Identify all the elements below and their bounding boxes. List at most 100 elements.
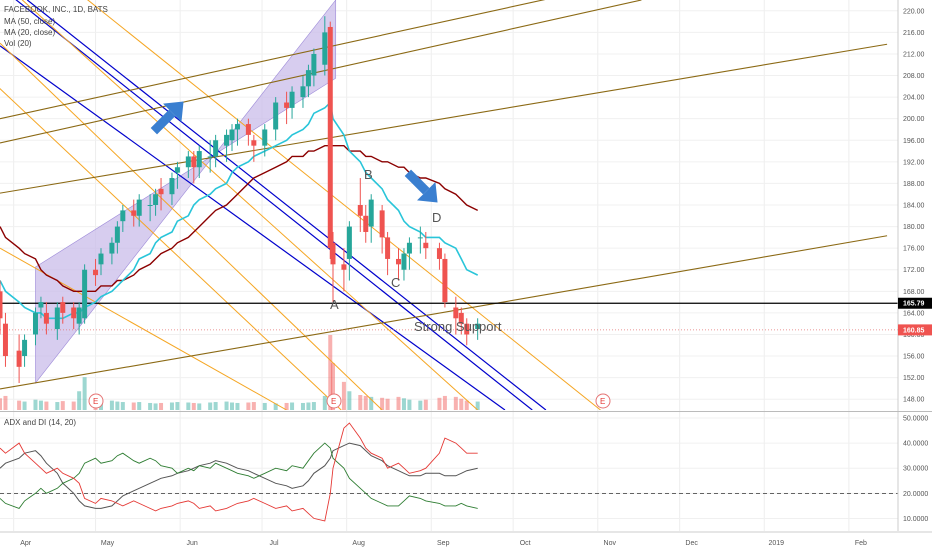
date-tick-label: Jun — [186, 540, 197, 547]
earnings-marker-1-label: E — [93, 397, 98, 406]
rising-channel — [35, 0, 337, 384]
candle-body — [330, 242, 336, 265]
volume-bar — [322, 395, 327, 410]
date-tick-label: 2019 — [768, 540, 784, 547]
candle-body — [417, 237, 423, 239]
adx-line — [0, 442, 478, 509]
candle-body — [436, 248, 442, 259]
price-tick-label: 160.00 — [903, 332, 925, 339]
legend-ma20: MA (20, close) — [4, 28, 55, 37]
candle-body — [327, 26, 333, 249]
price-tick-label: 200.00 — [903, 116, 925, 123]
volume-bar — [230, 402, 235, 410]
earnings-marker-2-label: E — [331, 397, 336, 406]
indicator-tick-label: 10.0000 — [903, 516, 928, 523]
candle-body — [442, 258, 448, 303]
volume-bar — [284, 402, 289, 410]
price-tick-label: 172.00 — [903, 267, 925, 274]
candle-body — [311, 53, 317, 76]
candle-body — [284, 102, 290, 108]
candle-body — [357, 205, 363, 216]
candle-body — [191, 156, 197, 168]
volume-bar — [235, 402, 240, 410]
candle-body — [76, 307, 82, 324]
price-tick-label: 188.00 — [903, 181, 925, 188]
candle-body — [401, 253, 407, 270]
trend-line-0 — [15, 0, 533, 410]
earnings-marker-2[interactable]: E — [326, 393, 342, 409]
volume-bar — [186, 402, 191, 410]
volume-bar — [464, 400, 469, 410]
candle-body — [396, 258, 402, 265]
price-tick-label: 168.00 — [903, 289, 925, 296]
last-price-label: 160.85 — [903, 327, 925, 334]
volume-bar — [401, 398, 406, 410]
volume-bar — [330, 363, 335, 410]
candle-body — [245, 124, 251, 135]
volume-bar — [306, 402, 311, 410]
volume-bar — [3, 395, 8, 410]
trend-line-6 — [0, 87, 342, 410]
volume-bar — [33, 399, 38, 410]
support-price-label-box — [898, 297, 932, 309]
earnings-marker-3[interactable]: E — [595, 393, 611, 409]
price-tick-label: 196.00 — [903, 138, 925, 145]
candle-body — [234, 124, 240, 130]
candle-body — [114, 226, 120, 243]
volume-bar — [17, 400, 22, 410]
price-tick-label: 184.00 — [903, 203, 925, 210]
volume-bar — [341, 381, 346, 410]
di-plus-line — [0, 442, 478, 509]
ma50-line — [0, 145, 479, 292]
volume-bar — [442, 395, 447, 410]
volume-bar — [213, 402, 218, 410]
volume-bar — [385, 398, 390, 410]
volume-bar — [380, 397, 385, 410]
wave-label-a: A — [330, 297, 339, 312]
date-tick-label: May — [101, 540, 115, 547]
candle-body — [174, 167, 180, 173]
volume-bar — [109, 400, 114, 410]
volume-bar — [169, 402, 174, 410]
indicator-tick-label: 20.0000 — [903, 491, 928, 498]
earnings-marker-3-label: E — [600, 397, 605, 406]
candle-body — [32, 312, 38, 335]
legend-ma50: MA (50, close) — [4, 17, 55, 26]
volume-bar — [290, 402, 295, 410]
price-tick-label: 152.00 — [903, 375, 925, 382]
price-tick-label: 192.00 — [903, 159, 925, 166]
price-tick-label: 212.00 — [903, 51, 925, 58]
candle-body — [379, 210, 385, 238]
date-tick-label: Sep — [437, 540, 450, 547]
candle-body — [169, 178, 175, 195]
volume-bar — [418, 400, 423, 410]
candle-body — [251, 140, 257, 146]
volume-bar — [60, 401, 65, 410]
support-price-label: 165.79 — [903, 301, 925, 308]
down-arrow-icon — [404, 169, 438, 203]
trend-line-9 — [0, 43, 888, 194]
candle-body — [147, 205, 153, 206]
candle-body — [196, 151, 202, 168]
candle-body — [54, 307, 60, 330]
date-tick-label: Apr — [20, 540, 32, 547]
volume-bar — [423, 399, 428, 410]
candle-body — [341, 264, 347, 270]
indicator-tick-label: 50.0000 — [903, 416, 928, 423]
price-tick-label: 208.00 — [903, 73, 925, 80]
chart-title: FACEBOOK, INC., 1D, BATS — [4, 5, 108, 14]
price-tick-label: 156.00 — [903, 354, 925, 361]
earnings-marker-1[interactable]: E — [88, 393, 104, 409]
indicator-tick-label: 40.0000 — [903, 441, 928, 448]
strong-support-label: Strong Support — [414, 319, 502, 334]
grid-layer — [0, 0, 898, 531]
volume-bar — [262, 402, 267, 410]
candle-body — [109, 242, 115, 254]
volume-bar — [251, 402, 256, 410]
volume-bar — [77, 391, 82, 410]
volume-bar — [22, 401, 27, 410]
volume-bar — [175, 402, 180, 410]
volume-bar — [300, 402, 305, 410]
